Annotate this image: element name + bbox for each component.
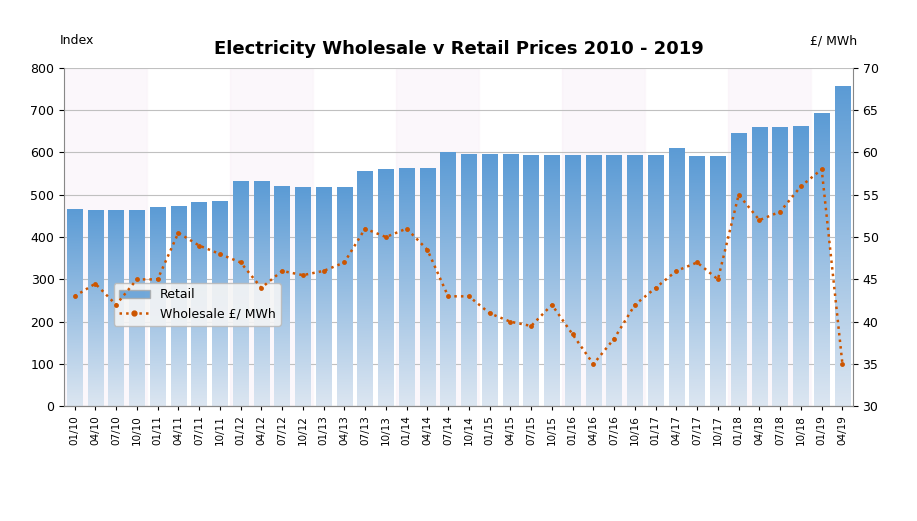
Bar <box>480 68 562 406</box>
Text: £/ MWh: £/ MWh <box>810 34 856 47</box>
Bar <box>148 68 230 406</box>
Bar <box>562 68 646 406</box>
Text: Index: Index <box>61 34 94 47</box>
Bar <box>646 68 728 406</box>
Legend: Retail, Wholesale £/ MWh: Retail, Wholesale £/ MWh <box>114 283 281 326</box>
Bar <box>230 68 314 406</box>
Bar <box>728 68 812 406</box>
Bar <box>64 68 148 406</box>
Title: Electricity Wholesale v Retail Prices 2010 - 2019: Electricity Wholesale v Retail Prices 20… <box>214 40 703 58</box>
Bar <box>396 68 480 406</box>
Bar <box>812 68 853 406</box>
Bar <box>314 68 396 406</box>
